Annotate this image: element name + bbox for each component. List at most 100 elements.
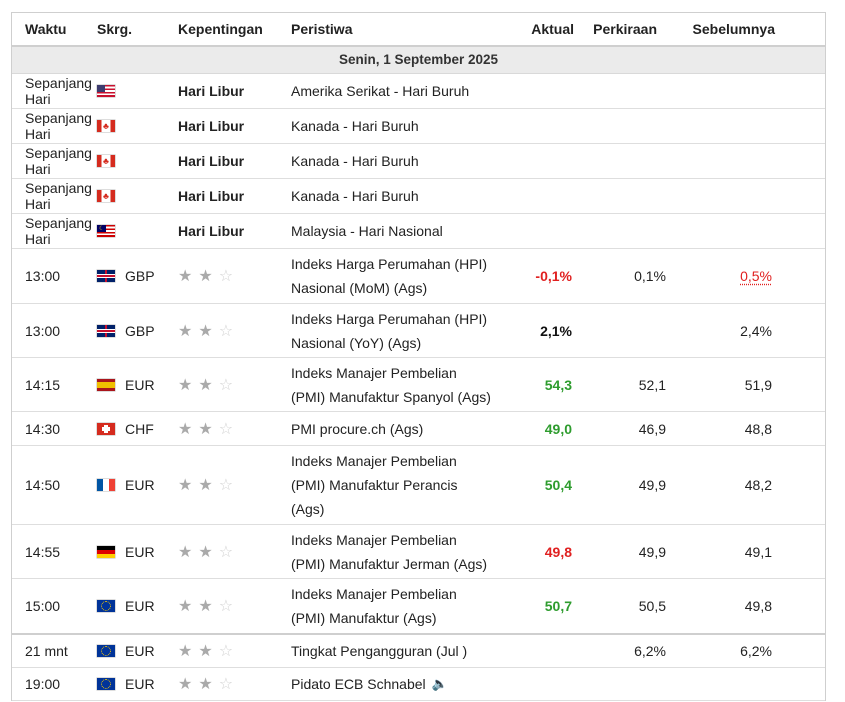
time-cell: Sepanjang Hari (25, 215, 92, 247)
currency-cell (97, 85, 178, 97)
header-actual[interactable]: Aktual (531, 21, 574, 37)
actual-value: 2,1% (540, 322, 572, 339)
event-line: (PMI) Manufaktur Jerman (Ags) (291, 555, 488, 572)
event-line: Indeks Manajer Pembelian (291, 364, 457, 381)
time-cell: Sepanjang Hari (25, 145, 92, 177)
star-filled-icon: ★ (178, 543, 193, 561)
event-line: (Ags) (291, 501, 325, 517)
speaker-icon[interactable]: 🔈 (431, 676, 448, 691)
event-cell[interactable]: Pidato ECB Schnabel 🔈 (291, 672, 514, 696)
forecast-value: 0,1% (634, 268, 666, 284)
previous-value: 48,2 (666, 477, 772, 493)
event-cell[interactable]: Kanada - Hari Buruh (291, 188, 419, 204)
header-event[interactable]: Peristiwa (291, 21, 353, 37)
importance-stars: ★ ★ ☆ (178, 419, 291, 439)
table-row-holiday[interactable]: Sepanjang Hari Hari Libur Amerika Serikat … (12, 74, 825, 109)
star-filled-icon: ★ (178, 598, 193, 615)
currency-cell: ♣ (97, 155, 178, 167)
star-filled-icon: ★ (178, 322, 193, 340)
importance-stars: ★ ★ ☆ (178, 542, 291, 562)
flag-icon-ca: ♣ (97, 155, 115, 167)
event-cell[interactable]: Tingkat Pengangguran (Jul ) (291, 639, 514, 663)
previous-text: 49,8 (744, 598, 772, 614)
star-filled-icon: ★ (198, 676, 213, 693)
event-cell[interactable]: Kanada - Hari Buruh (291, 153, 419, 169)
event-cell[interactable]: Indeks Manajer Pembelian (PMI) Manufaktur… (291, 449, 514, 521)
currency-cell: GBP (97, 268, 178, 284)
star-filled-icon: ★ (178, 643, 193, 660)
event-cell[interactable]: Indeks Manajer Pembelian (PMI) Manufaktur… (291, 582, 514, 630)
event-cell[interactable]: Kanada - Hari Buruh (291, 118, 419, 134)
previous-text: 51,9 (744, 376, 772, 393)
table-row[interactable]: 14:55 EUR ★ ★ ☆ Indeks Manajer Pembelian (PMI)… (12, 525, 825, 579)
table-row-holiday[interactable]: Sepanjang Hari ☾ Hari Libur Malaysia - Hari… (12, 214, 825, 249)
table-row[interactable]: 13:00 GBP ★ ★ ☆ Indeks Harga Perumahan (HPI) N… (12, 304, 825, 358)
actual-value: 54,3 (544, 376, 572, 393)
header-previous[interactable]: Sebelumnya (692, 21, 775, 37)
previous-value: 6,2% (666, 643, 772, 659)
time-cell: Sepanjang Hari (25, 75, 92, 107)
header-currency[interactable]: Skrg. (97, 21, 133, 37)
table-row-holiday[interactable]: Sepanjang Hari ♣ Hari Libur Kanada - Hari B… (12, 144, 825, 179)
event-cell[interactable]: Indeks Manajer Pembelian (PMI) Manufaktur… (291, 361, 514, 409)
star-empty-icon: ☆ (218, 477, 234, 494)
time-cell: Sepanjang Hari (25, 180, 92, 212)
table-row[interactable]: 14:50 EUR ★ ★ ☆ Indeks Manajer Pembelian (PMI)… (12, 446, 825, 525)
previous-text: 48,2 (744, 477, 772, 493)
currency-cell: EUR (97, 477, 178, 493)
table-row[interactable]: 21 mnt EUR ★ ★ ☆ Tingkat Pengangguran (Jul ) 6… (12, 635, 825, 668)
importance-cell: Hari Libur (178, 83, 245, 99)
flag-icon-gb (97, 270, 115, 282)
flag-icon-us (97, 85, 115, 97)
table-row-holiday[interactable]: Sepanjang Hari ♣ Hari Libur Kanada - Hari B… (12, 179, 825, 214)
star-empty-icon: ☆ (218, 676, 234, 693)
table-row[interactable]: 14:15 EUR ★ ★ ☆ Indeks Manajer Pembelian (PMI)… (12, 358, 825, 412)
event-cell[interactable]: PMI procure.ch (Ags) (291, 417, 514, 441)
forecast-value: 6,2% (634, 643, 666, 659)
event-line: Tingkat Pengangguran (Jul ) (291, 643, 468, 659)
previous-value: 49,1 (666, 544, 772, 560)
previous-text: 0,5% (740, 268, 772, 284)
table-row[interactable]: 15:00 EUR ★ ★ ☆ Indeks Manajer Pembelian (PMI)… (12, 579, 825, 635)
flag-icon-fr (97, 479, 115, 491)
star-empty-icon: ☆ (218, 268, 234, 285)
currency-cell: CHF (97, 421, 178, 437)
header-importance[interactable]: Kepentingan (178, 21, 263, 37)
table-row[interactable]: 14:30 CHF ★ ★ ☆ PMI procure.ch (Ags) 49,0 46,9 4… (12, 412, 825, 446)
importance-stars: ★ ★ ☆ (178, 266, 291, 286)
currency-cell: ♣ (97, 190, 178, 202)
star-filled-icon: ★ (198, 376, 213, 394)
event-line: (PMI) Manufaktur Spanyol (Ags) (291, 388, 491, 405)
importance-cell: Hari Libur (178, 118, 245, 134)
event-cell[interactable]: Amerika Serikat - Hari Buruh (291, 83, 470, 99)
event-line: (PMI) Manufaktur (Ags) (291, 610, 437, 626)
importance-stars: ★ ★ ☆ (178, 475, 291, 495)
previous-text: 6,2% (740, 643, 772, 659)
flag-icon-es (97, 378, 115, 391)
previous-value: 49,8 (666, 598, 772, 614)
star-empty-icon: ☆ (218, 376, 234, 394)
table-row[interactable]: 19:00 EUR ★ ★ ☆ Pidato ECB Schnabel 🔈 (12, 668, 825, 701)
table-row[interactable]: 13:00 GBP ★ ★ ☆ Indeks Harga Perumahan (HPI) N… (12, 249, 825, 304)
event-cell[interactable]: Indeks Manajer Pembelian (PMI) Manufaktur… (291, 528, 514, 576)
star-empty-icon: ☆ (218, 598, 234, 615)
table-row-holiday[interactable]: Sepanjang Hari ♣ Hari Libur Kanada - Hari B… (12, 109, 825, 144)
previous-value: 51,9 (666, 377, 772, 393)
event-cell[interactable]: Malaysia - Hari Nasional (291, 223, 443, 239)
event-line: Indeks Manajer Pembelian (291, 453, 457, 469)
flag-icon-eu (97, 600, 115, 612)
header-forecast[interactable]: Perkiraan (593, 21, 657, 37)
actual-value: 50,7 (544, 598, 572, 614)
time-cell: 21 mnt (25, 643, 68, 659)
event-line: PMI procure.ch (Ags) (291, 420, 424, 437)
event-cell[interactable]: Indeks Harga Perumahan (HPI) Nasional (Yo… (291, 307, 514, 355)
importance-stars: ★ ★ ☆ (178, 321, 291, 341)
currency-cell: EUR (97, 676, 178, 692)
previous-value: 0,5% (666, 268, 772, 284)
importance-stars: ★ ★ ☆ (178, 641, 291, 661)
event-cell[interactable]: Indeks Harga Perumahan (HPI) Nasional (Mo… (291, 252, 514, 300)
holiday-rows: Sepanjang Hari Hari Libur Amerika Serikat … (12, 74, 825, 249)
star-filled-icon: ★ (178, 376, 193, 394)
event-line: Indeks Manajer Pembelian (291, 531, 457, 548)
header-time[interactable]: Waktu (25, 21, 67, 37)
